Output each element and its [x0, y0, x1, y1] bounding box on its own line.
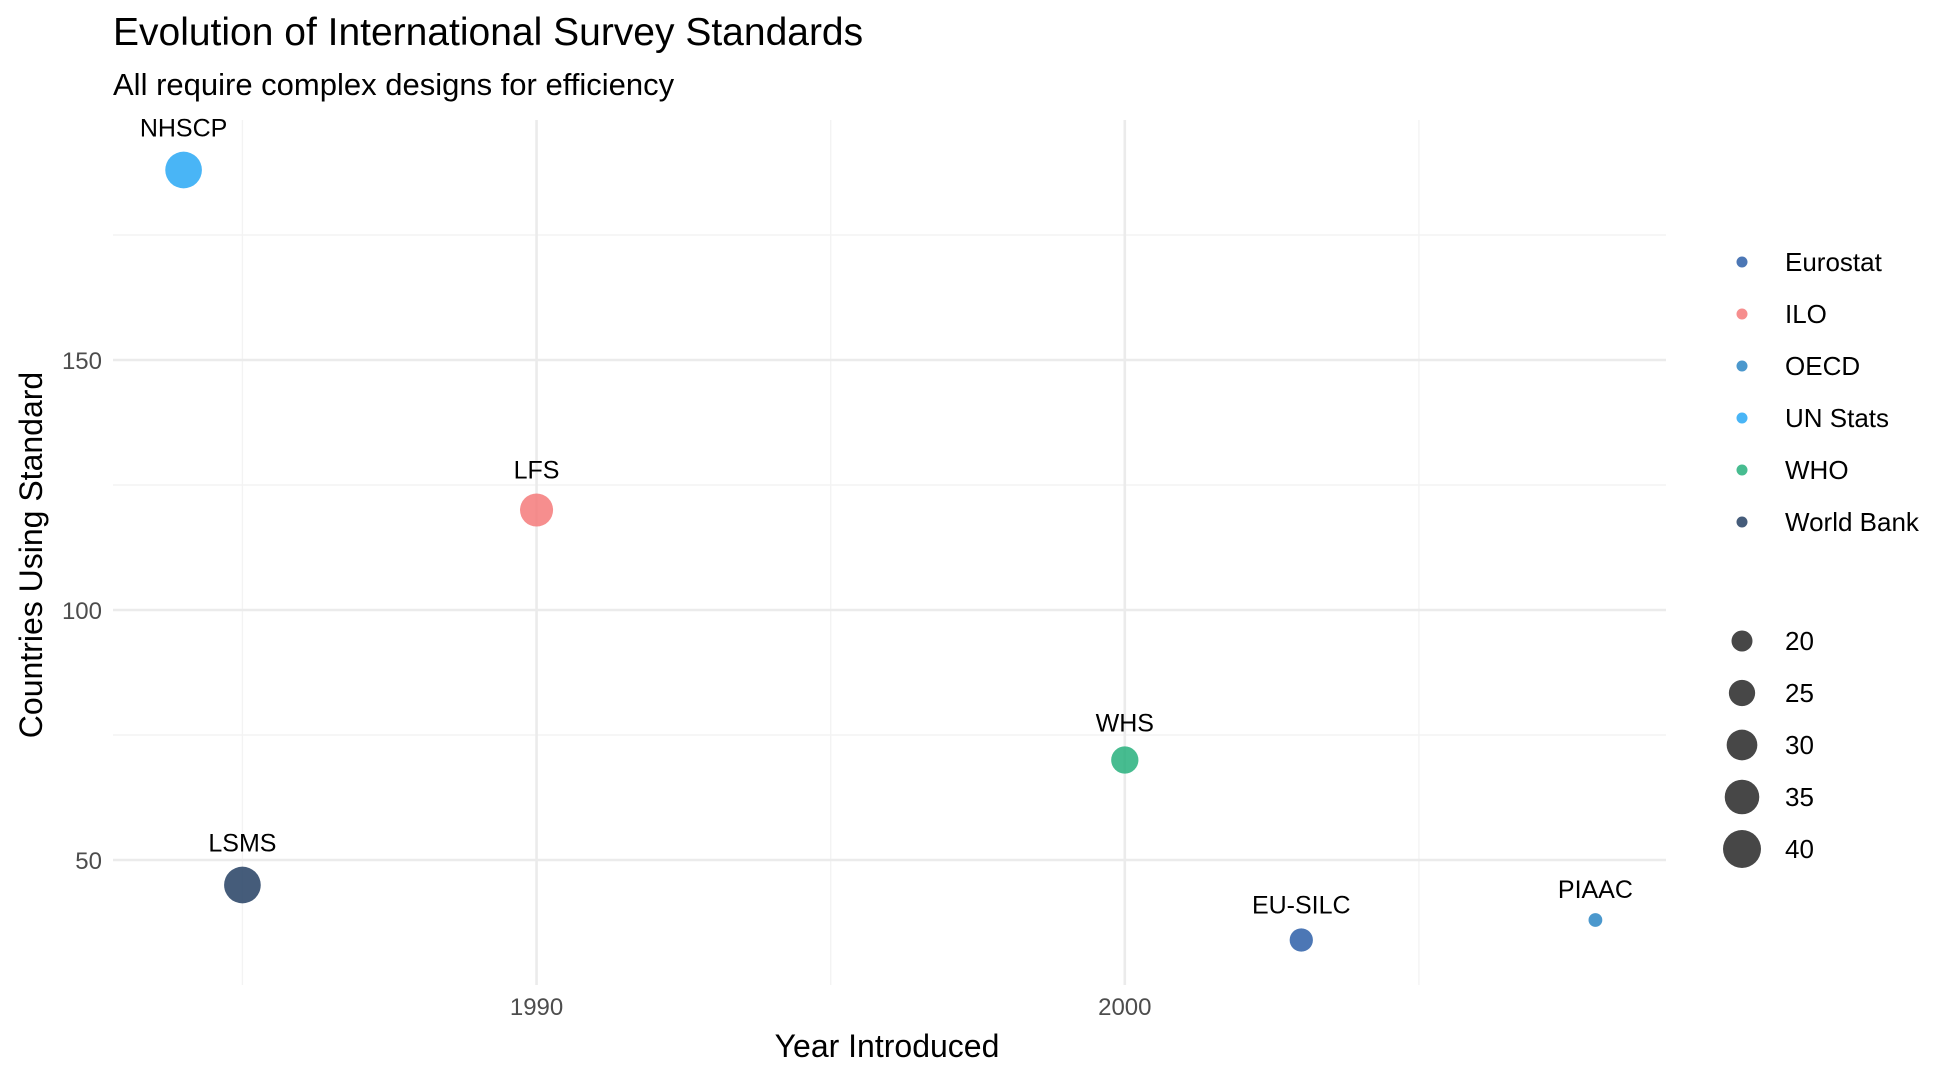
- legend-size-label: 20: [1785, 626, 1814, 656]
- legend-color-key: [1736, 256, 1748, 268]
- legend-color-key: [1736, 360, 1748, 372]
- data-point: [224, 866, 261, 904]
- x-axis-title: Year Introduced: [775, 1028, 1000, 1064]
- point-labels: NHSCP LSMS LFS WHS EU-SILC PIAAC: [140, 115, 1633, 920]
- y-tick-label: 100: [62, 598, 102, 625]
- data-point: [1588, 913, 1603, 927]
- legend-size-key: [1723, 830, 1761, 868]
- legend-color-key: [1736, 516, 1748, 528]
- legend-size-key: [1724, 779, 1760, 815]
- data-point: [1289, 928, 1313, 952]
- legend-color-label: Eurostat: [1785, 247, 1883, 277]
- data-point: [165, 151, 202, 189]
- point-label: LSMS: [208, 830, 276, 858]
- legend-color-key: [1736, 412, 1748, 424]
- legend-color-label: UN Stats: [1785, 403, 1889, 433]
- y-tick-label: 150: [62, 348, 102, 375]
- y-tick-label: 50: [75, 848, 102, 875]
- point-label: LFS: [514, 456, 560, 484]
- legend-size-key: [1726, 729, 1758, 761]
- legend-size-key: [1731, 630, 1753, 652]
- legend-size-label: 35: [1785, 782, 1814, 812]
- point-label: WHS: [1096, 709, 1154, 737]
- x-tick-label: 1990: [510, 994, 563, 1021]
- point-label: PIAAC: [1558, 876, 1633, 904]
- legend-size-label: 40: [1785, 834, 1814, 864]
- legend-color-label: OECD: [1785, 351, 1860, 381]
- legend-color-label: World Bank: [1785, 507, 1920, 537]
- legend-color-key: [1736, 308, 1748, 320]
- size-legend: 20 25 30 35 40: [1723, 626, 1814, 868]
- data-points: [165, 151, 1603, 952]
- x-tick-label: 2000: [1098, 994, 1151, 1021]
- chart-subtitle: All require complex designs for efficien…: [113, 67, 675, 102]
- point-label: NHSCP: [140, 115, 228, 143]
- y-axis-title: Countries Using Standard: [13, 372, 49, 738]
- legend-color-label: WHO: [1785, 455, 1849, 485]
- legend-color-label: ILO: [1785, 299, 1827, 329]
- legend-size-label: 25: [1785, 678, 1814, 708]
- legend-size-label: 30: [1785, 730, 1814, 760]
- axis-ticks: 1990 2000 50 100 150: [62, 348, 1152, 1021]
- legend-color-key: [1736, 464, 1748, 476]
- point-label: EU-SILC: [1252, 891, 1351, 919]
- chart-title: Evolution of International Survey Standa…: [113, 11, 863, 54]
- data-point: [1111, 746, 1139, 774]
- legend-size-key: [1728, 679, 1756, 707]
- data-point: [520, 493, 554, 527]
- grid: [113, 120, 1666, 985]
- color-legend: Eurostat ILO OECD UN Stats WHO World Bank: [1736, 247, 1920, 537]
